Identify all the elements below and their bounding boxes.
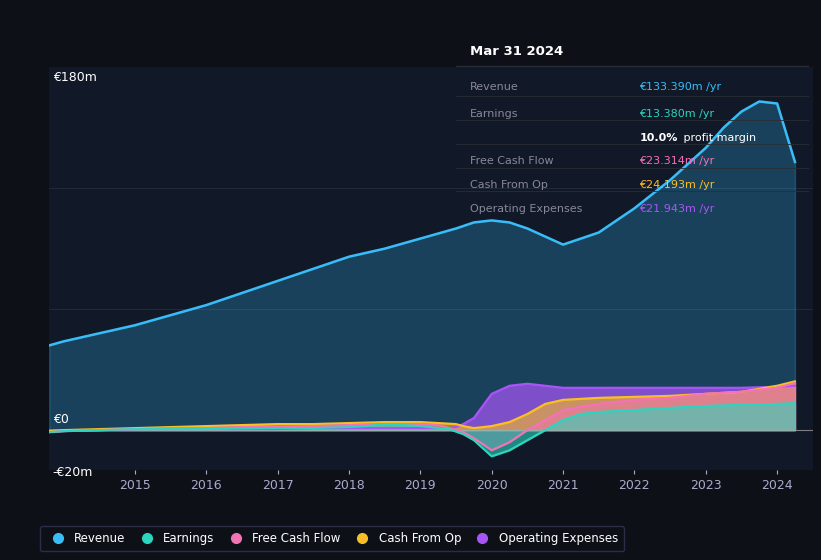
Text: €21.943m /yr: €21.943m /yr (640, 204, 714, 214)
Text: €0: €0 (53, 413, 69, 426)
Text: €133.390m /yr: €133.390m /yr (640, 82, 722, 92)
Text: Mar 31 2024: Mar 31 2024 (470, 45, 563, 58)
Text: €13.380m /yr: €13.380m /yr (640, 109, 714, 119)
Text: Revenue: Revenue (470, 82, 519, 92)
Text: €180m: €180m (53, 71, 97, 84)
Text: profit margin: profit margin (680, 133, 756, 142)
Text: Earnings: Earnings (470, 109, 518, 119)
Text: Operating Expenses: Operating Expenses (470, 204, 582, 214)
Text: €24.193m /yr: €24.193m /yr (640, 180, 714, 190)
Text: Free Cash Flow: Free Cash Flow (470, 156, 553, 166)
Text: €23.314m /yr: €23.314m /yr (640, 156, 714, 166)
Legend: Revenue, Earnings, Free Cash Flow, Cash From Op, Operating Expenses: Revenue, Earnings, Free Cash Flow, Cash … (40, 526, 624, 551)
Text: 10.0%: 10.0% (640, 133, 677, 142)
Text: Cash From Op: Cash From Op (470, 180, 548, 190)
Text: -€20m: -€20m (53, 466, 94, 479)
